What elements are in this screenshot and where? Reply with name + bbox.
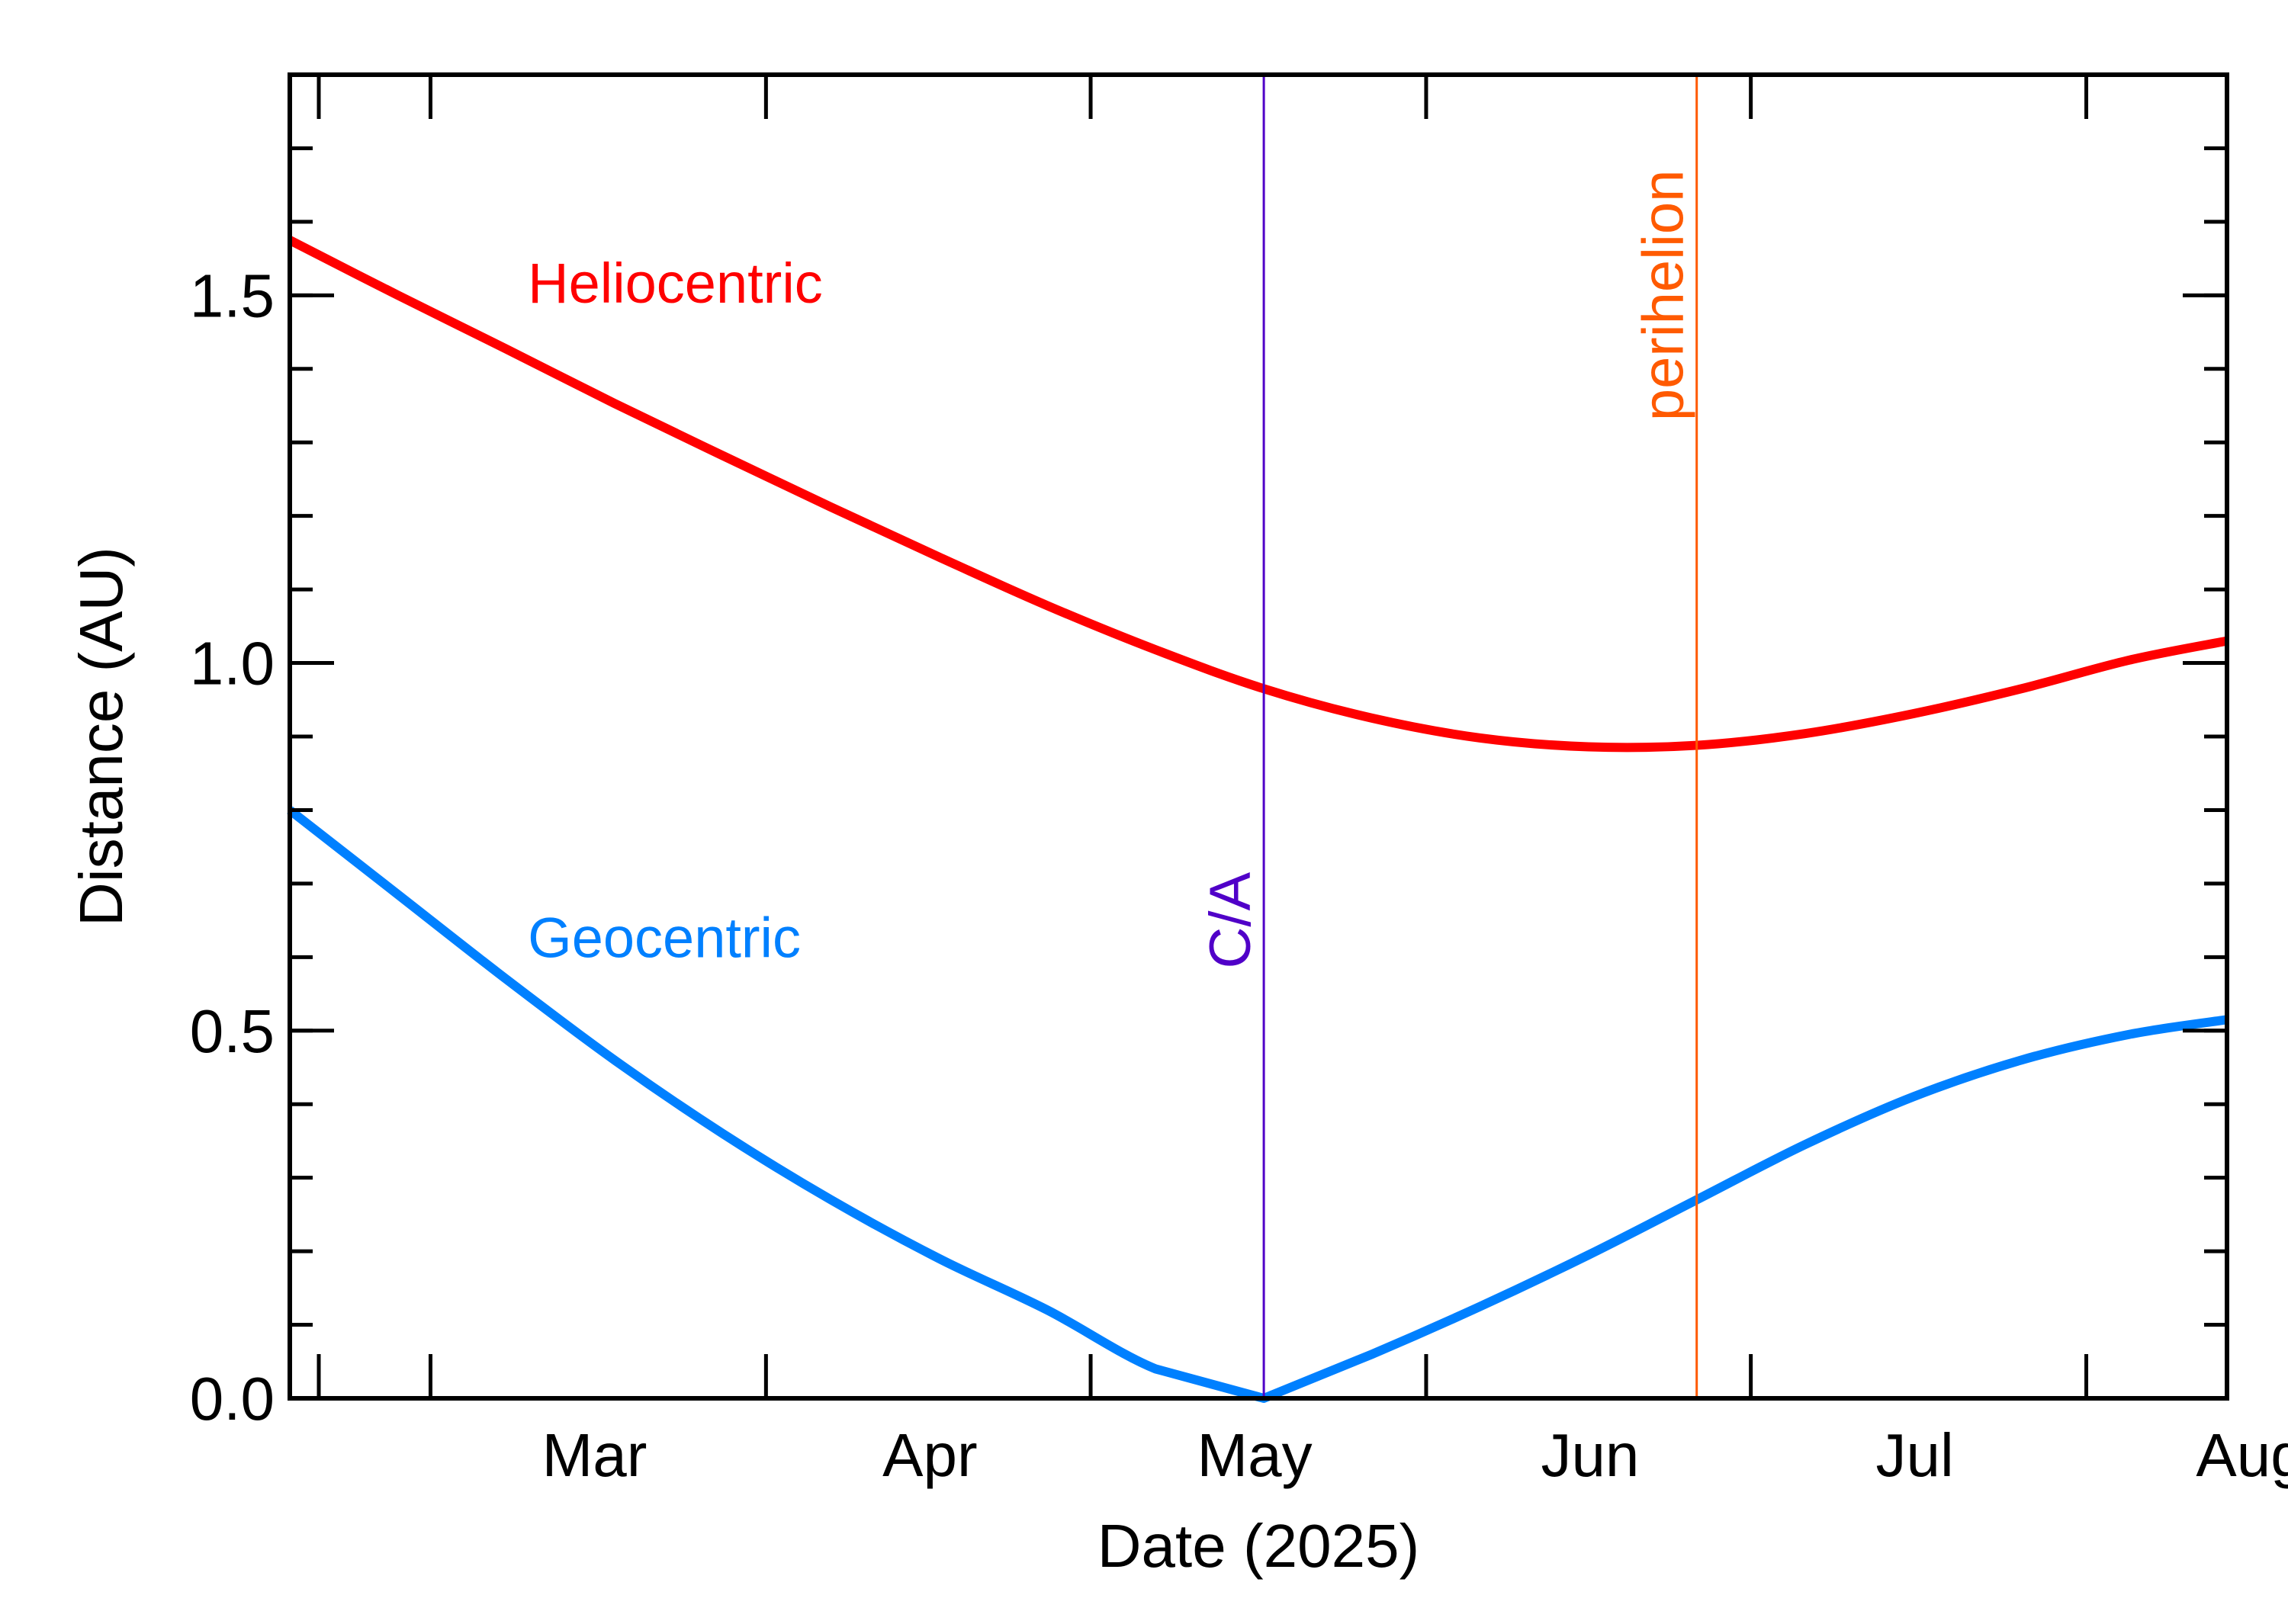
x-tick-label: May	[1197, 1421, 1312, 1489]
x-tick-label: Aug	[2196, 1421, 2288, 1489]
axes-layer: Mar Apr May Jun Jul Aug 0.0 0.5 1.0 1.5 Date (20…	[67, 72, 2288, 1580]
y-tick-label: 0.5	[190, 997, 275, 1065]
y-ticks: 0.0 0.5 1.0 1.5	[190, 72, 2227, 1433]
y-axis-label: Distance (AU)	[67, 547, 135, 926]
x-tick-label: Apr	[882, 1421, 978, 1489]
x-tick-label: Jun	[1541, 1421, 1639, 1489]
markers-layer: C/A perihelion	[1198, 75, 1698, 1398]
annotations-layer: Heliocentric Geocentric	[528, 252, 823, 969]
series-layer	[287, 236, 2229, 1403]
marker-label-ca: C/A	[1198, 871, 1263, 968]
marker-label-perihelion: perihelion	[1631, 170, 1696, 422]
annotation-geocentric: Geocentric	[528, 906, 801, 969]
y-tick-label: 1.5	[190, 262, 275, 329]
annotation-heliocentric: Heliocentric	[528, 252, 823, 315]
x-axis-label: Date (2025)	[1097, 1512, 1419, 1580]
x-tick-label: Jul	[1876, 1421, 1954, 1489]
x-tick-label: Mar	[542, 1421, 648, 1489]
series-line-geocentric	[287, 806, 2228, 1403]
y-tick-label: 0.0	[190, 1365, 275, 1433]
series-line-heliocentric	[288, 236, 2229, 753]
y-tick-label: 1.0	[190, 630, 275, 698]
x-ticks: Mar Apr May Jun Jul Aug	[317, 75, 2288, 1489]
